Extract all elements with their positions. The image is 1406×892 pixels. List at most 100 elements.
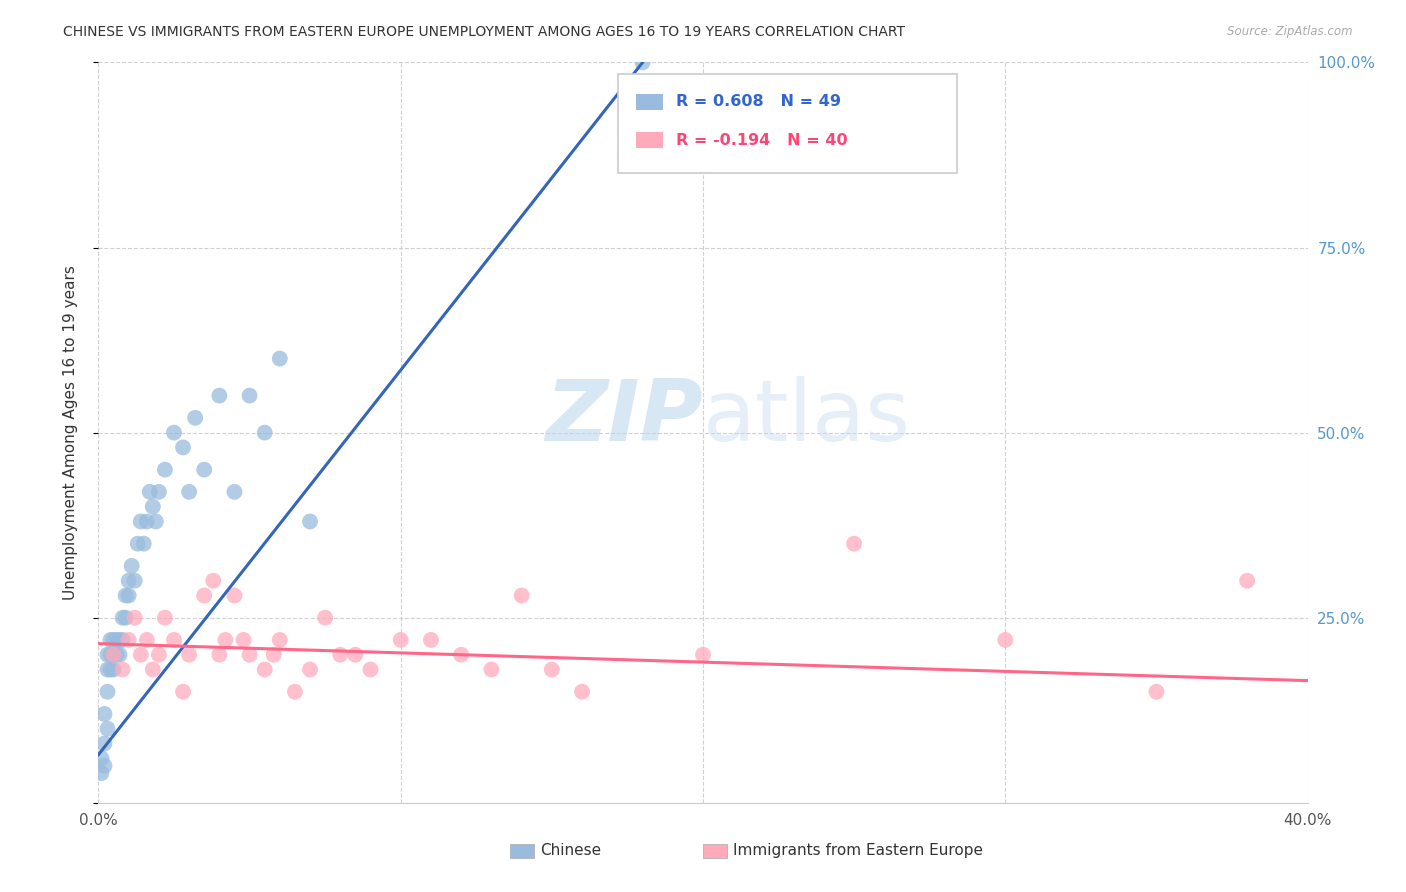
Point <box>172 441 194 455</box>
Point <box>108 632 131 647</box>
Point <box>105 632 128 647</box>
Point <box>214 632 236 647</box>
Point <box>105 648 128 662</box>
Point <box>179 484 201 499</box>
Point <box>692 648 714 662</box>
Text: CHINESE VS IMMIGRANTS FROM EASTERN EUROPE UNEMPLOYMENT AMONG AGES 16 TO 19 YEARS: CHINESE VS IMMIGRANTS FROM EASTERN EUROP… <box>63 25 905 39</box>
Point <box>111 610 134 624</box>
Bar <box>509 844 534 858</box>
Text: atlas: atlas <box>703 376 911 459</box>
Point <box>93 706 115 721</box>
Point <box>100 648 122 662</box>
Point <box>121 558 143 573</box>
Point <box>142 500 165 514</box>
Point <box>269 632 291 647</box>
Point <box>132 536 155 550</box>
Point <box>224 589 246 603</box>
Point <box>148 484 170 499</box>
Point <box>118 589 141 603</box>
Point <box>1236 574 1258 588</box>
Point <box>172 685 194 699</box>
Point <box>329 648 352 662</box>
Point <box>118 632 141 647</box>
Point <box>93 758 115 772</box>
Point <box>202 574 225 588</box>
Point <box>450 648 472 662</box>
Point <box>163 425 186 440</box>
Point <box>93 737 115 751</box>
Point <box>96 685 118 699</box>
Point <box>510 589 533 603</box>
Point <box>103 663 125 677</box>
Point <box>179 648 201 662</box>
Point <box>994 632 1017 647</box>
Point <box>96 663 118 677</box>
Point <box>232 632 254 647</box>
Text: Source: ZipAtlas.com: Source: ZipAtlas.com <box>1227 25 1353 38</box>
FancyBboxPatch shape <box>619 73 957 173</box>
Point <box>108 648 131 662</box>
Point <box>103 648 125 662</box>
Y-axis label: Unemployment Among Ages 16 to 19 years: Unemployment Among Ages 16 to 19 years <box>63 265 77 600</box>
Point <box>124 574 146 588</box>
Point <box>127 536 149 550</box>
Point <box>844 536 866 550</box>
Point <box>481 663 503 677</box>
Point <box>129 515 152 529</box>
Bar <box>637 132 664 148</box>
Text: Immigrants from Eastern Europe: Immigrants from Eastern Europe <box>734 844 983 858</box>
Point <box>269 351 291 366</box>
Point <box>90 751 112 765</box>
Point <box>90 766 112 780</box>
Point <box>103 648 125 662</box>
Point <box>299 663 322 677</box>
Point <box>111 632 134 647</box>
Point <box>114 610 136 624</box>
Point <box>284 685 307 699</box>
Point <box>103 648 125 662</box>
Point <box>299 515 322 529</box>
Point <box>208 388 231 402</box>
Point <box>1144 685 1167 699</box>
Point <box>208 648 231 662</box>
Point <box>420 632 443 647</box>
Point <box>139 484 162 499</box>
Point <box>103 632 125 647</box>
Point <box>239 388 262 402</box>
Point <box>571 685 593 699</box>
Point <box>148 648 170 662</box>
Point <box>253 425 276 440</box>
Point <box>163 632 186 647</box>
Point <box>111 663 134 677</box>
Point <box>100 663 122 677</box>
Bar <box>637 94 664 110</box>
Bar <box>703 844 727 858</box>
Text: R = -0.194   N = 40: R = -0.194 N = 40 <box>676 133 848 148</box>
Point <box>135 515 157 529</box>
Point <box>360 663 382 677</box>
Text: Chinese: Chinese <box>540 844 600 858</box>
Point <box>153 610 176 624</box>
Point <box>263 648 285 662</box>
Point <box>184 410 207 425</box>
Point <box>135 632 157 647</box>
Point <box>631 55 654 70</box>
Text: ZIP: ZIP <box>546 376 703 459</box>
Point <box>153 462 176 476</box>
Point <box>253 663 276 677</box>
Point <box>239 648 262 662</box>
Point <box>114 589 136 603</box>
Point <box>193 589 215 603</box>
Point <box>124 610 146 624</box>
Point <box>389 632 412 647</box>
Point <box>145 515 167 529</box>
Point <box>314 610 336 624</box>
Point <box>96 648 118 662</box>
Point <box>100 632 122 647</box>
Point <box>224 484 246 499</box>
Point <box>540 663 562 677</box>
Point <box>344 648 367 662</box>
Point <box>193 462 215 476</box>
Point <box>142 663 165 677</box>
Point <box>129 648 152 662</box>
